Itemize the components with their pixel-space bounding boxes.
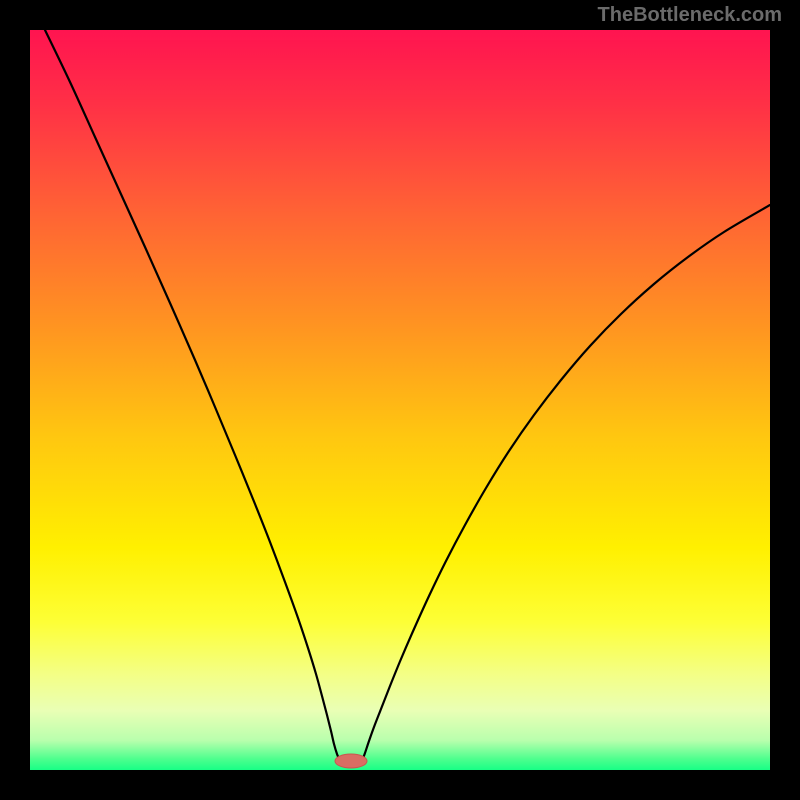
bottleneck-chart xyxy=(0,0,800,800)
chart-container: TheBottleneck.com xyxy=(0,0,800,800)
optimal-point-marker xyxy=(335,754,367,768)
watermark-text: TheBottleneck.com xyxy=(598,4,782,27)
